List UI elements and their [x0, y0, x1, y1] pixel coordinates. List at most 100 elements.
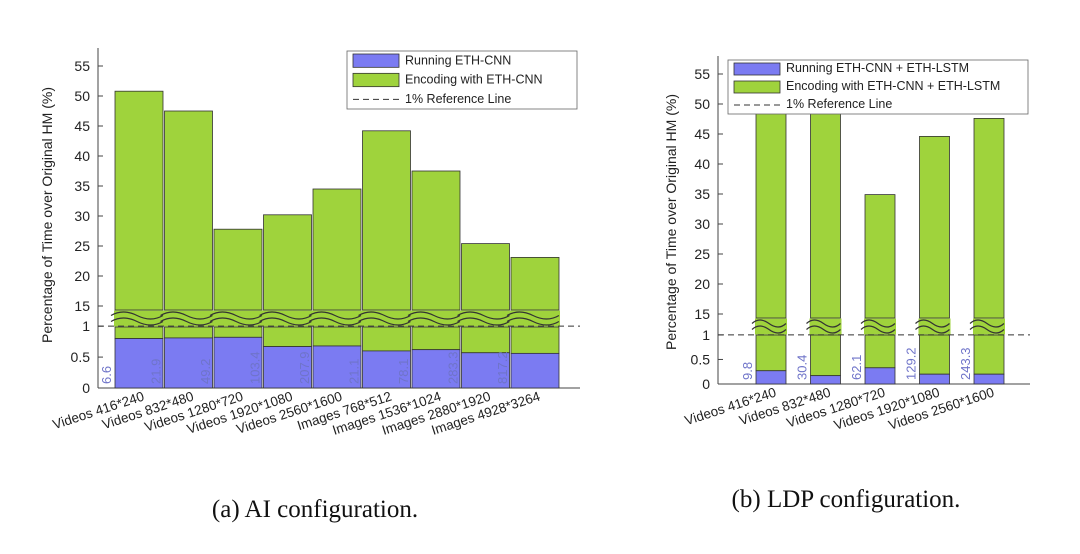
axis-break-mark — [751, 319, 787, 328]
y-tick-label: 25 — [74, 238, 90, 254]
y-tick-label: 20 — [74, 268, 90, 284]
encoding-bar-lower — [510, 326, 560, 354]
axis-break-mark — [209, 311, 263, 320]
running-bar — [510, 352, 560, 389]
encoding-bar — [411, 170, 461, 311]
axis-break-mark — [969, 325, 1005, 334]
legend: Running ETH-CNN + ETH-LSTM Encoding with … — [727, 59, 1029, 115]
axis-break-fill — [411, 310, 461, 327]
axis-break-mark — [751, 325, 787, 334]
y-tick-label: 0 — [702, 376, 710, 392]
axis-break-fill — [163, 310, 214, 327]
running-bar — [755, 370, 787, 385]
axis-break-mark — [806, 319, 841, 328]
axis-break-fill — [262, 310, 313, 327]
encoding-bar — [114, 90, 164, 311]
legend-label: 1% Reference Line — [405, 92, 511, 106]
axis-break-mark — [457, 317, 510, 326]
legend-swatch-encoding — [352, 72, 400, 88]
y-tick-label: 15 — [694, 306, 710, 322]
encoding-bar-lower — [263, 326, 312, 347]
legend-label: Running ETH-CNN — [405, 53, 511, 67]
y-tick-label: 0.5 — [691, 351, 711, 367]
y-tick-label: 30 — [694, 216, 710, 232]
axis-break-fill — [755, 318, 787, 335]
bar-value-label: 243.3 — [958, 347, 973, 380]
axis-break-mark — [358, 311, 411, 320]
encoding-bar-lower — [312, 326, 362, 347]
axis-break-mark — [407, 317, 461, 326]
encoding-bar — [213, 228, 263, 311]
axis-break-mark — [358, 317, 411, 326]
axis-break-mark — [457, 311, 510, 320]
bar-value-label: 30.4 — [795, 355, 810, 380]
running-bar — [810, 375, 841, 385]
axis-break-mark — [209, 317, 263, 326]
axis-break-mark — [259, 317, 312, 326]
encoding-bar-lower — [213, 326, 263, 338]
axis-break-mark — [915, 319, 950, 328]
bar-value-label: 21.9 — [149, 359, 164, 384]
y-tick-label: 40 — [694, 156, 710, 172]
running-bar — [919, 373, 950, 385]
running-bar — [263, 346, 312, 389]
y-tick-label: 55 — [74, 58, 90, 74]
encoding-bar — [461, 243, 510, 311]
running-bar — [362, 350, 411, 389]
y-tick-label: 35 — [74, 178, 90, 194]
axis-break-fill — [864, 318, 896, 335]
encoding-bar-lower — [164, 326, 213, 339]
encoding-bar — [864, 194, 896, 319]
legend-swatch-running — [733, 62, 781, 76]
axis-break-mark — [860, 325, 896, 334]
axis-break-mark — [110, 311, 164, 320]
running-bar — [864, 367, 896, 385]
y-tick-label: 45 — [74, 118, 90, 134]
y-tick-label: 20 — [694, 276, 710, 292]
axis-break-mark — [915, 325, 950, 334]
y-tick-label: 1 — [82, 318, 90, 334]
y-tick-label: 30 — [74, 208, 90, 224]
caption: (b) LDP configuration. — [732, 486, 961, 513]
legend-swatch-running — [352, 53, 400, 68]
y-tick-label: 0 — [82, 380, 90, 396]
running-bar — [213, 336, 263, 389]
axis-break-mark — [160, 311, 213, 320]
encoding-bar-lower — [755, 334, 787, 372]
y-axis-label: Percentage of Time over Original HM (%) — [663, 94, 679, 350]
axis-break-fill — [809, 318, 842, 335]
running-bar — [411, 349, 461, 389]
axis-break-mark — [110, 317, 164, 326]
encoding-bar-lower — [362, 326, 411, 352]
encoding-bar-lower — [461, 326, 510, 354]
axis-break-mark — [969, 319, 1005, 328]
encoding-bar-lower — [114, 326, 164, 339]
legend: Running ETH-CNN Encoding with ETH-CNN 1% R… — [346, 50, 578, 110]
legend-label: 1% Reference Line — [786, 97, 892, 111]
axis-break-mark — [506, 317, 560, 326]
encoding-bar-lower — [810, 334, 841, 377]
bar-value-label: 207.9 — [297, 351, 312, 384]
bar-value-label: 103.4 — [248, 351, 263, 384]
y-tick-label: 35 — [694, 186, 710, 202]
running-bar — [114, 338, 164, 389]
axis-break-fill — [114, 310, 164, 327]
bar-value-label: 62.1 — [849, 355, 864, 380]
bar-value-label: 283.3 — [446, 351, 461, 384]
panel-ldp: 0 0.5 1 15 20 25 30 35 40 45 50 55 Percentage of Tim… — [663, 56, 1030, 513]
axis-break-fill — [460, 310, 511, 327]
encoding-bar — [164, 110, 213, 311]
y-axis-label: Percentage of Time over Original HM (%) — [39, 87, 55, 343]
encoding-bar-lower — [973, 334, 1005, 375]
axis-break-mark — [308, 311, 362, 320]
axis-break-mark — [259, 311, 312, 320]
axis-break-fill — [973, 318, 1005, 335]
panel-ai: 0 0.5 1 15 20 25 30 35 40 45 50 55 Percentage of Tim… — [39, 48, 580, 523]
axis-break-fill — [213, 310, 263, 327]
caption: (a) AI configuration. — [212, 496, 418, 523]
encoding-bar — [362, 130, 411, 311]
y-tick-label: 40 — [74, 148, 90, 164]
legend-label: Encoding with ETH-CNN — [405, 73, 543, 87]
bar-value-label: 9.8 — [740, 362, 755, 380]
axis-break-mark — [308, 317, 362, 326]
